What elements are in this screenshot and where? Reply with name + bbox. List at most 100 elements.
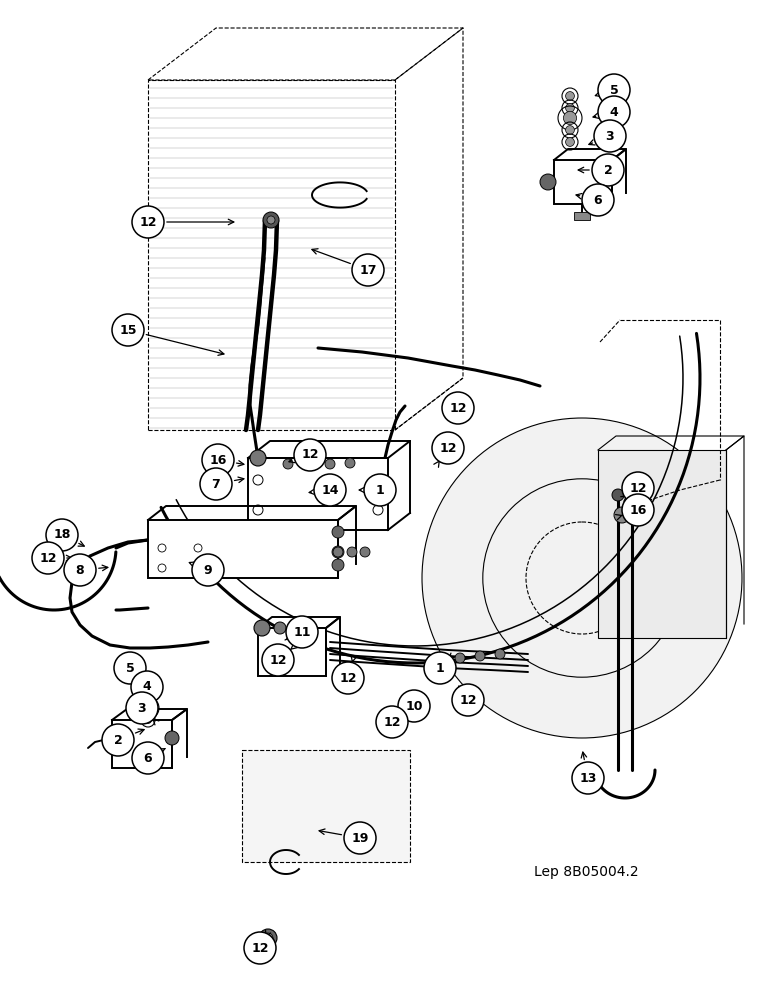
Circle shape [455,653,465,663]
Circle shape [112,314,144,346]
Text: 9: 9 [204,564,212,576]
Text: 18: 18 [53,528,71,542]
Circle shape [594,120,626,152]
Circle shape [131,671,163,703]
Circle shape [301,451,315,465]
Circle shape [364,474,396,506]
Circle shape [102,724,134,756]
Circle shape [325,459,335,469]
Circle shape [114,652,146,684]
Circle shape [495,649,505,659]
Circle shape [566,126,574,134]
Circle shape [294,622,306,634]
Circle shape [622,472,654,504]
Circle shape [132,206,164,238]
Text: 13: 13 [579,772,597,784]
Circle shape [582,184,614,216]
Circle shape [263,933,273,943]
Circle shape [274,622,286,634]
Circle shape [424,652,456,684]
Text: 5: 5 [610,84,618,97]
Text: 11: 11 [293,626,311,639]
Text: 2: 2 [113,734,123,746]
FancyBboxPatch shape [248,458,388,530]
Circle shape [286,616,318,648]
Circle shape [165,731,179,745]
Circle shape [202,444,234,476]
Text: 4: 4 [610,105,618,118]
Text: 12: 12 [251,942,269,954]
FancyBboxPatch shape [598,450,726,638]
Circle shape [344,822,376,854]
Text: 12: 12 [383,716,401,728]
Circle shape [192,554,224,586]
Circle shape [564,111,577,125]
Text: 12: 12 [139,216,157,229]
Text: 12: 12 [449,401,467,414]
Circle shape [32,542,64,574]
Text: 4: 4 [143,680,151,694]
FancyBboxPatch shape [258,628,326,676]
Circle shape [314,474,346,506]
Circle shape [422,418,742,738]
Circle shape [345,458,355,468]
Text: 3: 3 [137,702,147,714]
FancyBboxPatch shape [554,160,612,204]
Circle shape [566,138,574,146]
Circle shape [566,104,574,112]
Text: 15: 15 [119,324,137,336]
Circle shape [432,432,464,464]
Text: 10: 10 [405,700,423,712]
Circle shape [332,559,344,571]
Text: 12: 12 [629,482,647,494]
Text: 14: 14 [321,484,339,496]
Circle shape [244,932,276,964]
Circle shape [435,655,445,665]
Text: 2: 2 [604,163,612,176]
FancyBboxPatch shape [112,720,172,768]
Circle shape [347,547,357,557]
Text: 17: 17 [359,263,377,276]
Circle shape [200,468,232,500]
Circle shape [360,547,370,557]
Text: 12: 12 [269,654,286,666]
Circle shape [376,706,408,738]
Circle shape [263,212,279,228]
Text: 5: 5 [126,662,134,674]
Text: 8: 8 [76,564,84,576]
Circle shape [267,216,275,224]
Circle shape [132,742,164,774]
Circle shape [64,554,96,586]
FancyBboxPatch shape [148,520,338,578]
Text: 16: 16 [209,454,227,466]
Circle shape [442,392,474,424]
Text: Lep 8B05004.2: Lep 8B05004.2 [534,865,638,879]
Circle shape [143,702,154,714]
Circle shape [398,690,430,722]
FancyBboxPatch shape [574,212,590,220]
Circle shape [572,762,604,794]
Circle shape [614,507,630,523]
Circle shape [262,644,294,676]
Circle shape [598,96,630,128]
Text: 12: 12 [459,694,477,706]
Circle shape [305,457,315,467]
Circle shape [333,547,343,557]
Text: 12: 12 [439,442,457,454]
Text: 1: 1 [435,662,445,674]
Text: 1: 1 [376,484,384,496]
Circle shape [254,620,270,636]
Circle shape [144,716,151,724]
Circle shape [332,662,364,694]
Circle shape [259,929,277,947]
Text: 16: 16 [629,504,647,516]
Circle shape [352,254,384,286]
Circle shape [294,439,326,471]
Circle shape [126,692,158,724]
Circle shape [452,684,484,716]
Circle shape [598,74,630,106]
Circle shape [540,174,556,190]
Text: 6: 6 [144,752,152,764]
Text: 12: 12 [301,448,319,462]
Text: 3: 3 [606,129,615,142]
